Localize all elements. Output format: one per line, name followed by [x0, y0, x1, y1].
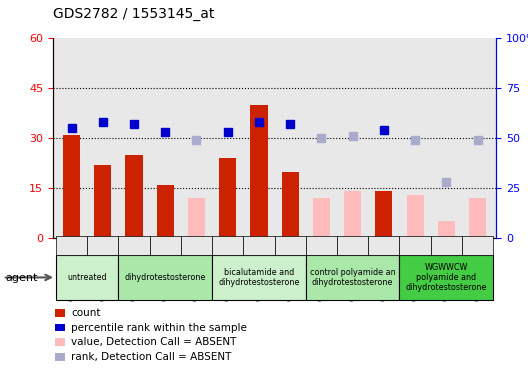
Bar — [212, 236, 243, 255]
Text: percentile rank within the sample: percentile rank within the sample — [71, 323, 247, 333]
Bar — [63, 135, 80, 238]
Bar — [462, 236, 493, 255]
Bar — [188, 198, 205, 238]
Bar — [56, 236, 87, 255]
Text: bicalutamide and
dihydrotestosterone: bicalutamide and dihydrotestosterone — [218, 268, 299, 287]
Bar — [56, 255, 118, 300]
Text: rank, Detection Call = ABSENT: rank, Detection Call = ABSENT — [71, 352, 232, 362]
Bar — [87, 236, 118, 255]
Text: value, Detection Call = ABSENT: value, Detection Call = ABSENT — [71, 337, 237, 347]
Text: dihydrotestosterone: dihydrotestosterone — [125, 273, 206, 282]
Bar — [344, 192, 361, 238]
Bar — [306, 255, 400, 300]
Text: GDS2782 / 1553145_at: GDS2782 / 1553145_at — [53, 7, 214, 21]
Bar — [118, 236, 149, 255]
Bar — [126, 155, 143, 238]
Bar — [149, 236, 181, 255]
Bar — [313, 198, 330, 238]
Bar — [368, 236, 400, 255]
Bar — [118, 255, 212, 300]
Bar — [94, 165, 111, 238]
Bar — [219, 158, 237, 238]
Text: control polyamide an
dihydrotestosterone: control polyamide an dihydrotestosterone — [310, 268, 395, 287]
Bar — [400, 236, 431, 255]
Bar — [469, 198, 486, 238]
Bar — [157, 185, 174, 238]
Bar — [275, 236, 306, 255]
Text: untreated: untreated — [68, 273, 107, 282]
Bar — [212, 255, 306, 300]
Bar — [281, 172, 299, 238]
Bar — [243, 236, 275, 255]
Text: agent: agent — [5, 273, 37, 283]
Text: WGWWCW
polyamide and
dihydrotestosterone: WGWWCW polyamide and dihydrotestosterone — [406, 263, 487, 292]
Bar — [250, 105, 268, 238]
Bar — [431, 236, 462, 255]
Bar — [438, 222, 455, 238]
Text: count: count — [71, 308, 101, 318]
Bar — [306, 236, 337, 255]
Bar — [337, 236, 368, 255]
Bar — [407, 195, 423, 238]
Bar — [375, 192, 392, 238]
Bar — [400, 255, 493, 300]
Bar — [181, 236, 212, 255]
